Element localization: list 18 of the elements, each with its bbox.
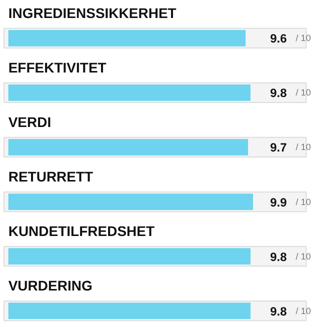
y-tick-label: VURDERING <box>8 278 92 294</box>
y-tick-label: KUNDETILFREDSHET <box>8 223 155 240</box>
text: / 10 <box>296 251 311 262</box>
data-label: 9.6 <box>270 32 288 46</box>
data-label: 9.8 <box>270 86 288 100</box>
y-tick-label: VERDI <box>8 114 52 130</box>
y-tick-label: RETURRETT <box>8 168 94 184</box>
text: / 10 <box>296 142 311 152</box>
text: / 10 <box>296 306 311 316</box>
text: / 10 <box>296 33 311 44</box>
y-tick-label: INGREDIENSSIKKERHET <box>8 4 177 21</box>
data-label: 9.9 <box>270 195 288 210</box>
data-label: 9.7 <box>270 140 288 155</box>
data-label: 9.8 <box>270 250 288 264</box>
text: / 10 <box>296 196 311 207</box>
y-tick-label: EFFEKTIVITET <box>8 59 107 76</box>
data-label: 9.8 <box>270 304 288 318</box>
text: / 10 <box>296 88 311 98</box>
